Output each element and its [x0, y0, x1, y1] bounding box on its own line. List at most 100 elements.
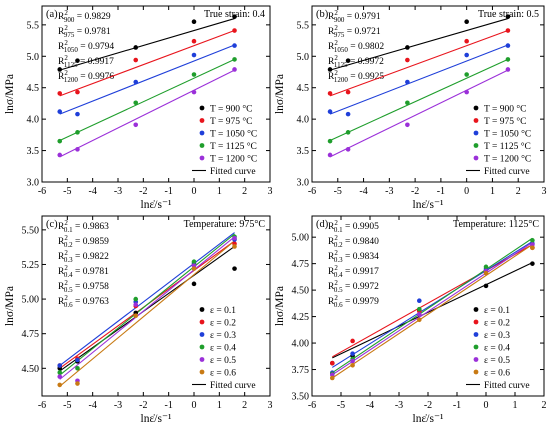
legend-marker	[199, 143, 205, 148]
fitted-line	[329, 58, 509, 142]
x-tick-label: -2	[424, 400, 432, 411]
r2-superscript: 2	[64, 219, 68, 227]
y-tick-label: 4.0	[297, 115, 310, 126]
r2-letter: R	[58, 252, 65, 262]
r2-annotation: R2 0.2 = 0.9859	[58, 234, 109, 249]
r2-value: 0.9917	[88, 57, 114, 67]
y-tick-label: 3.75	[292, 365, 310, 376]
y-tick-label: 5.50	[22, 225, 40, 236]
r2-superscript: 2	[334, 24, 338, 32]
r2-annotation: R2 975 = 0.9721	[328, 24, 381, 39]
legend-marker	[199, 118, 205, 123]
r2-annotation: R2 1125 = 0.9917	[58, 54, 114, 69]
data-point	[232, 28, 237, 33]
y-tick-label: 3.5	[27, 146, 40, 157]
r2-equals: =	[73, 282, 83, 292]
r2-superscript: 2	[334, 264, 338, 272]
panel-label: (b)	[316, 9, 329, 20]
x-tick-label: -6	[38, 186, 46, 197]
data-point	[405, 122, 410, 128]
x-tick-label: 2	[242, 400, 247, 411]
x-tick-label: -5	[63, 400, 71, 411]
r2-equals: =	[343, 252, 353, 262]
data-point	[330, 360, 335, 366]
r2-superscript: 2	[64, 234, 68, 242]
x-tick-label: 3	[268, 186, 273, 197]
r2-value: 0.9972	[358, 57, 384, 67]
legend-label: ε = 0.5	[210, 356, 236, 366]
legend-fitted-label: Fitted curve	[484, 381, 530, 391]
data-point	[232, 43, 237, 48]
x-tick-label: -3	[395, 400, 403, 411]
data-point	[133, 296, 139, 302]
y-tick-label: 3.0	[297, 178, 310, 189]
legend-label: ε = 0.3	[484, 331, 510, 341]
r2-annotation: R2 1200 = 0.9925	[328, 69, 384, 84]
r2-subscript: 0.2	[64, 241, 73, 249]
r2-annotation: R2 0.1 = 0.9863	[58, 219, 109, 234]
legend-label: T = 1200 °C	[484, 154, 531, 165]
data-point	[133, 122, 139, 128]
r2-superscript: 2	[334, 39, 338, 47]
x-tick-label: -6	[308, 186, 316, 197]
legend-fitted-label: Fitted curve	[210, 381, 256, 391]
y-tick-label: 3.0	[27, 178, 40, 189]
x-tick-label: 3	[542, 186, 547, 197]
r2-letter: R	[328, 297, 335, 307]
r2-subscript: 0.5	[64, 286, 73, 294]
r2-equals: =	[74, 12, 84, 22]
r2-letter: R	[58, 282, 65, 292]
y-tick-label: 3.5	[297, 146, 310, 157]
r2-letter: R	[58, 72, 65, 82]
r2-value: 0.9863	[83, 222, 109, 232]
data-point	[57, 374, 63, 379]
r2-subscript: 975	[334, 31, 345, 39]
r2-subscript: 975	[64, 31, 75, 39]
fitted-line	[331, 237, 533, 374]
data-point	[505, 28, 511, 33]
x-tick-label: -1	[453, 400, 461, 411]
y-axis-label: lnσ/MPa	[274, 286, 286, 326]
legend-label: T = 1050 °C	[484, 129, 531, 140]
fitted-line	[332, 240, 533, 368]
r2-annotation: R2 1050 = 0.9802	[328, 39, 384, 54]
r2-letter: R	[328, 72, 335, 82]
r2-subscript: 0.6	[64, 301, 73, 309]
x-tick-label: -4	[88, 400, 96, 411]
legend-marker	[199, 332, 205, 337]
r2-superscript: 2	[334, 234, 338, 242]
legend-label: T = 975 °C	[210, 116, 253, 127]
r2-annotation: R2 0.4 = 0.9781	[58, 264, 109, 279]
legend-fitted-label: Fitted curve	[210, 167, 256, 177]
r2-superscript: 2	[64, 264, 68, 272]
y-tick-label: 5.25	[22, 260, 40, 271]
y-tick-label: 4.50	[22, 364, 40, 375]
data-point	[483, 264, 489, 270]
r2-letter: R	[328, 42, 335, 52]
x-tick-label: 3	[268, 400, 273, 411]
fitted-line	[329, 18, 509, 71]
r2-equals: =	[73, 222, 83, 232]
r2-subscript: 0.3	[334, 256, 343, 264]
legend-label: ε = 0.3	[210, 331, 236, 341]
r2-superscript: 2	[64, 249, 68, 257]
r2-superscript: 2	[334, 249, 338, 257]
data-point	[505, 14, 511, 19]
legend-marker	[473, 143, 479, 148]
y-tick-label: 4.75	[292, 259, 310, 270]
x-axis-label: lnε̇/s⁻¹	[141, 199, 173, 211]
data-point	[530, 261, 535, 266]
data-point	[330, 372, 335, 378]
legend-marker	[473, 344, 479, 350]
fitted-line	[59, 236, 235, 380]
legend-marker	[199, 130, 205, 136]
data-point	[232, 244, 237, 249]
data-point	[345, 111, 351, 117]
x-tick-label: 2	[516, 186, 521, 197]
r2-equals: =	[343, 222, 353, 232]
data-point	[57, 138, 63, 144]
r2-subscript: 0.3	[64, 256, 73, 264]
r2-value: 0.9791	[354, 12, 380, 22]
y-tick-label: 5.0	[27, 52, 40, 63]
legend-marker	[199, 344, 205, 350]
